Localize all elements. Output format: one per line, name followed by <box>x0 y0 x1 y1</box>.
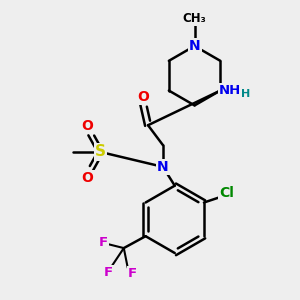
Text: F: F <box>128 267 137 280</box>
Text: S: S <box>95 145 106 160</box>
Text: CH₃: CH₃ <box>183 12 206 25</box>
Text: F: F <box>103 266 112 279</box>
Text: N: N <box>157 160 169 174</box>
Text: N: N <box>189 39 200 53</box>
Text: O: O <box>137 89 149 103</box>
Text: NH: NH <box>219 84 242 97</box>
Text: O: O <box>82 119 94 133</box>
Text: Cl: Cl <box>219 186 234 200</box>
Text: H: H <box>242 88 251 98</box>
Text: O: O <box>82 171 94 185</box>
Text: F: F <box>98 236 108 249</box>
